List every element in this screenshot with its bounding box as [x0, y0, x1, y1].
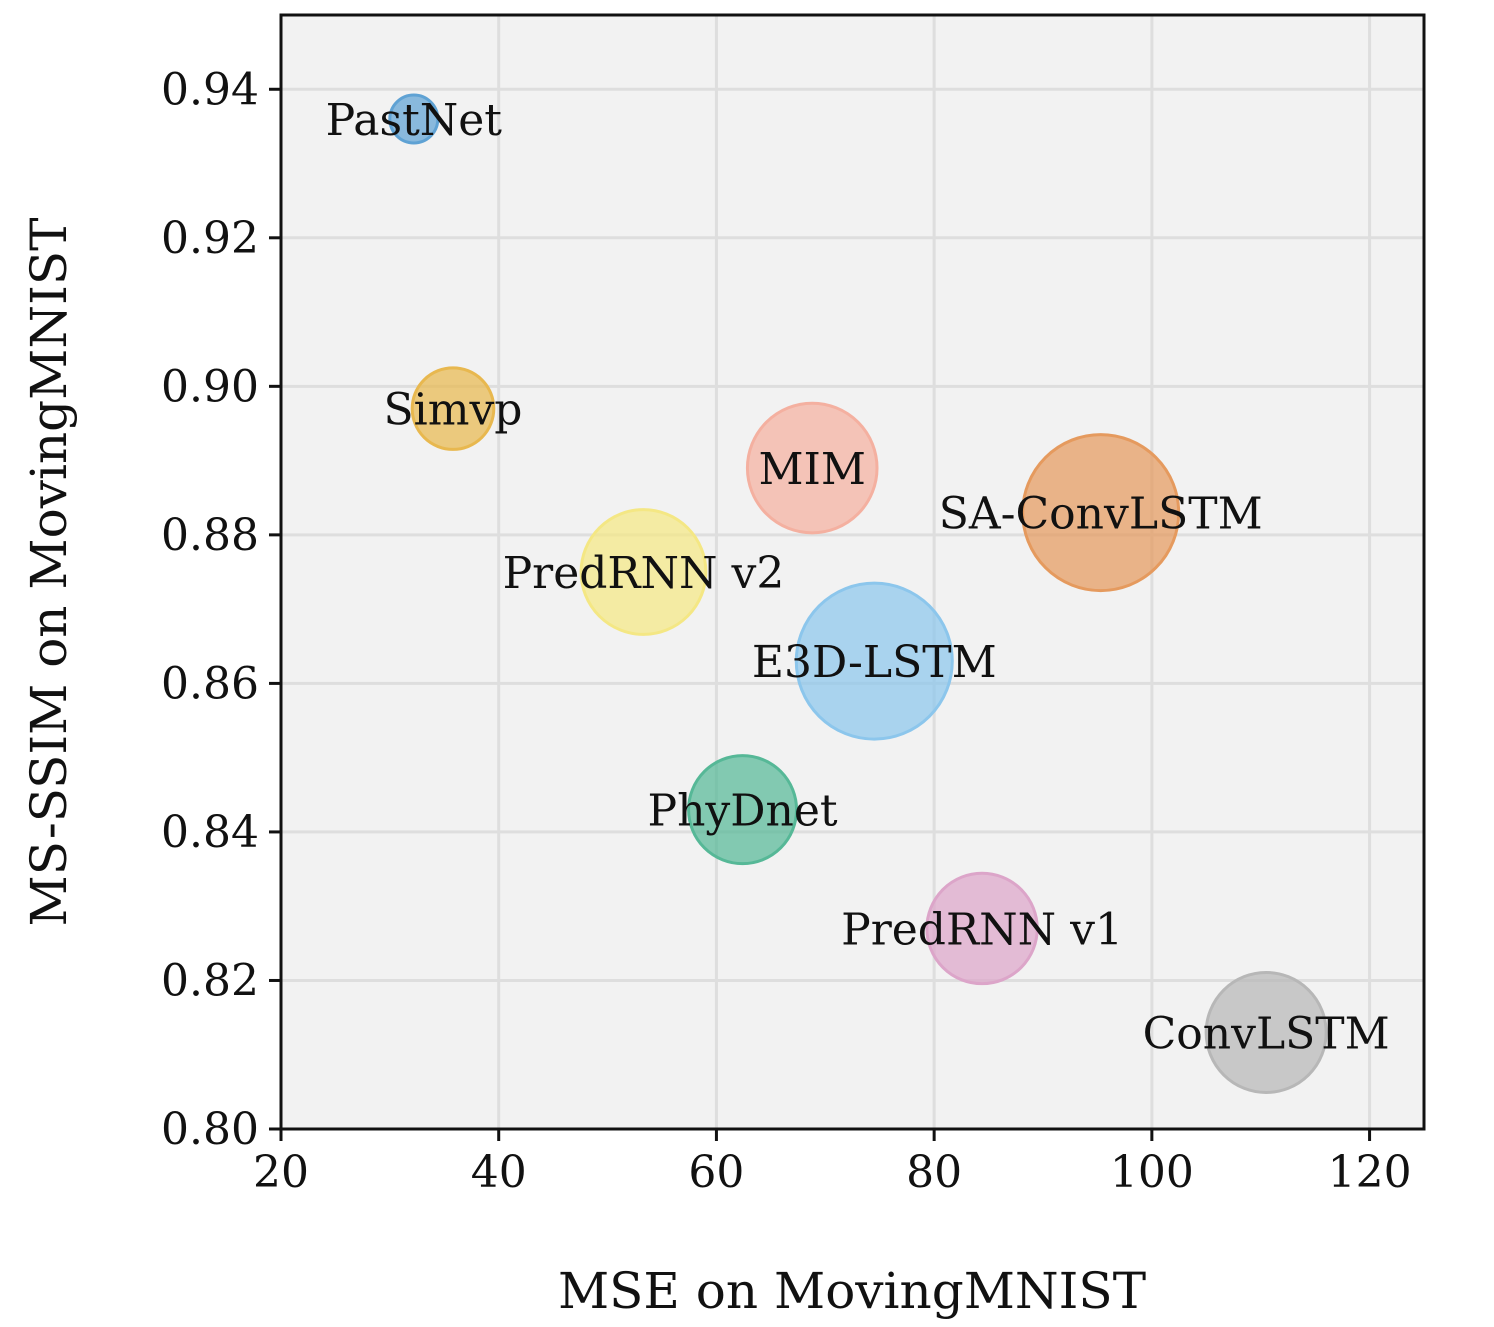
y-tick-label: 0.82	[161, 955, 259, 1006]
x-tick-label: 20	[253, 1147, 309, 1198]
y-axis-label: MS-SSIM on MovingMNIST	[20, 218, 78, 927]
y-tick-label: 0.84	[161, 807, 259, 858]
bubbles	[388, 93, 1328, 1094]
y-tick-label: 0.88	[161, 510, 259, 561]
bubble	[925, 871, 1039, 986]
y-tick-label: 0.80	[161, 1104, 259, 1155]
y-axis: 0.80 0.82 0.84 0.86 0.88 0.90 0.92 0.94	[161, 64, 281, 1155]
bubble-label: MIM	[758, 444, 866, 495]
bubble	[388, 93, 440, 145]
x-tick-label: 40	[471, 1147, 527, 1198]
x-axis-label: MSE on MovingMNIST	[558, 1262, 1146, 1320]
point-labels: PastNet Simvp MIM SA-ConvLSTM PredRNN v2 E3D-…	[326, 95, 1390, 1059]
x-axis: 20 40 60 80 100 120	[253, 1129, 1412, 1198]
bubble-label: E3D-LSTM	[752, 637, 997, 688]
bubble-label: PhyDnet	[647, 786, 837, 837]
y-tick-label: 0.86	[161, 658, 259, 709]
y-tick-label: 0.90	[161, 361, 259, 412]
x-tick-label: 80	[906, 1147, 962, 1198]
bubble	[410, 366, 496, 451]
grid-lines	[281, 15, 1424, 1129]
bubble	[579, 508, 708, 636]
bubble-label: Simvp	[384, 385, 523, 436]
bubble	[745, 401, 879, 535]
plot-frame	[279, 13, 1426, 1131]
bubble-label: PastNet	[326, 95, 503, 146]
bubble	[1021, 433, 1181, 593]
y-tick-label: 0.94	[161, 64, 259, 115]
bubble-label: PredRNN v2	[503, 548, 785, 599]
x-tick-label: 120	[1328, 1147, 1412, 1198]
bubble	[1204, 970, 1328, 1094]
x-tick-label: 60	[688, 1147, 744, 1198]
bubble-label: ConvLSTM	[1143, 1008, 1390, 1059]
y-tick-label: 0.92	[161, 213, 259, 264]
plot-background	[281, 15, 1424, 1129]
bubble-label: PredRNN v1	[841, 904, 1123, 955]
bubble	[794, 581, 954, 741]
bubble-label: SA-ConvLSTM	[939, 489, 1263, 540]
bubble	[687, 754, 799, 866]
x-tick-label: 100	[1110, 1147, 1194, 1198]
